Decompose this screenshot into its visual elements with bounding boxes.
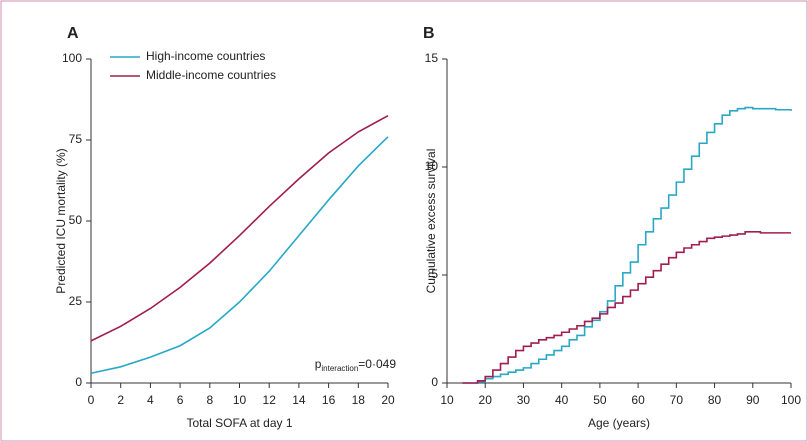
x-axis-label: Age (years) [588,416,650,430]
x-tick-label: 100 [781,393,801,407]
series-line [462,231,791,384]
x-tick-label: 8 [206,393,213,407]
x-tick-label: 80 [708,393,722,407]
x-tick-label: 4 [147,393,154,407]
y-axis-label: Predicted ICU mortality (%) [54,148,68,293]
panel-label: B [423,25,435,42]
x-tick-label: 60 [631,393,645,407]
y-tick-label: 50 [69,213,83,227]
x-tick-label: 50 [593,393,607,407]
y-tick-label: 25 [69,294,83,308]
x-tick-label: 20 [479,393,493,407]
series-line [90,136,389,375]
y-tick-label: 10 [425,159,439,173]
x-tick-label: 16 [322,393,336,407]
y-tick-label: 75 [69,132,83,146]
annotation-p: p [315,357,322,371]
x-tick-label: 0 [88,393,95,407]
y-tick-label: 0 [431,375,438,389]
x-tick-label: 10 [440,393,454,407]
x-tick-label: 40 [555,393,569,407]
x-tick-label: 12 [263,393,277,407]
annotation: pinteraction=0·049 [315,357,397,373]
series-line [90,114,389,342]
x-tick-label: 10 [233,393,247,407]
legend-label: Middle-income countries [146,68,276,82]
y-tick-label: 100 [62,51,82,65]
x-tick-label: 2 [117,393,124,407]
x-tick-label: 90 [746,393,760,407]
y-tick-label: 15 [425,51,439,65]
x-tick-label: 30 [517,393,531,407]
x-axis-label: Total SOFA at day 1 [186,416,292,430]
legend-label: High-income countries [146,49,265,63]
x-tick-label: 18 [352,393,366,407]
y-tick-label: 0 [75,375,82,389]
x-tick-label: 70 [670,393,684,407]
y-axis-label: Cumulative excess survival [424,149,438,294]
annotation-sub: interaction [321,364,358,373]
x-tick-label: 20 [381,393,395,407]
x-tick-label: 14 [292,393,306,407]
x-tick-label: 6 [177,393,184,407]
panel-label: A [67,25,79,42]
y-tick-label: 5 [431,267,438,281]
annotation-value: =0·049 [358,357,396,371]
series-line [462,106,792,384]
